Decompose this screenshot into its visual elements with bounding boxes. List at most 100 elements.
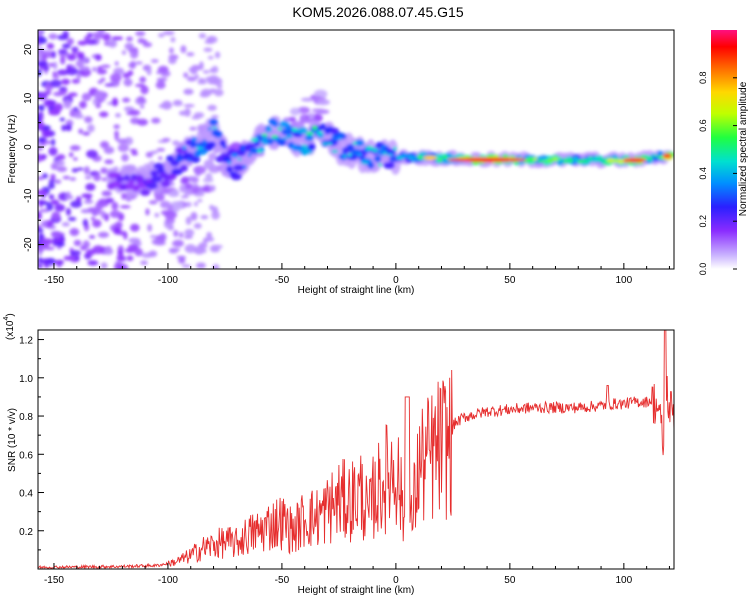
- heatmap-noise: [92, 32, 104, 37]
- heatmap-noise: [70, 200, 82, 208]
- heatmap-noise: [168, 57, 177, 65]
- heatmap-noise: [102, 33, 111, 42]
- heatmap-noise: [129, 49, 139, 59]
- heatmap-peak: [662, 153, 672, 159]
- heatmap-core: [613, 159, 618, 163]
- heatmap-core: [210, 126, 219, 130]
- heatmap-noise: [126, 255, 134, 262]
- heatmap-noise: [119, 205, 131, 209]
- heatmap-noise: [190, 211, 198, 221]
- heatmap-noise: [142, 42, 153, 48]
- heatmap-ridge: [319, 123, 326, 131]
- heatmap-noise: [38, 264, 43, 269]
- heatmap-noise: [139, 76, 147, 83]
- heatmap-noise: [67, 216, 77, 222]
- heatmap-ridge: [346, 144, 355, 152]
- heatmap-noise: [159, 200, 171, 209]
- heatmap-streak: [181, 176, 190, 184]
- heatmap-noise: [211, 65, 219, 74]
- heatmap-noise: [54, 203, 66, 212]
- heatmap-noise: [113, 124, 120, 130]
- heatmap-ridge: [373, 155, 382, 163]
- heatmap-core: [563, 158, 568, 164]
- heatmap-noise: [104, 83, 115, 87]
- heatmap-core: [182, 145, 187, 150]
- colorbar: 0.0 0.2 0.4 0.6 0.8 Normalized spectral ampl…: [698, 30, 749, 275]
- heatmap-core: [407, 155, 413, 160]
- heatmap-noise: [123, 78, 133, 87]
- heatmap-noise: [87, 207, 99, 212]
- heatmap-noise: [200, 88, 213, 97]
- heatmap-noise: [38, 250, 43, 256]
- heatmap-streak: [193, 165, 207, 175]
- heatmap-ridge: [182, 152, 194, 160]
- heatmap-noise: [38, 30, 42, 37]
- heatmap-noise: [115, 36, 123, 41]
- heatmap-core: [242, 164, 247, 169]
- heatmap-noise: [101, 190, 112, 197]
- heatmap-noise: [72, 157, 78, 161]
- heatmap-noise: [207, 104, 217, 111]
- heatmap-ridge: [226, 165, 233, 173]
- heatmap-noise: [99, 141, 110, 149]
- heatmap-noise: [38, 115, 42, 124]
- colorbar-tick-label: 0.2: [698, 215, 708, 228]
- heatmap-core: [305, 131, 314, 136]
- heatmap-noise: [126, 36, 134, 42]
- heatmap-core: [597, 157, 604, 162]
- figure-title: KOM5.2026.088.07.45.G15: [292, 4, 463, 20]
- heatmap-noise: [38, 142, 42, 147]
- heatmap-noise: [75, 59, 85, 68]
- heatmap-noise: [117, 249, 124, 257]
- colorbar-tick-label: 0.6: [698, 119, 708, 132]
- heatmap-noise: [213, 88, 224, 97]
- heatmap-noise: [110, 73, 122, 83]
- heatmap-noise: [74, 114, 85, 119]
- snr-scale-exp: 4: [3, 317, 10, 321]
- heatmap-noise: [198, 33, 207, 39]
- heatmap-noise: [146, 67, 152, 76]
- heatmap-ridge: [146, 182, 158, 190]
- heatmap-noise: [38, 227, 44, 233]
- snr-ytick-label: 1.0: [19, 374, 33, 385]
- heatmap-core: [281, 137, 288, 140]
- heatmap-streak: [164, 210, 178, 219]
- heatmap-noise: [71, 78, 81, 84]
- heatmap-ridge: [208, 118, 219, 126]
- heatmap-noise: [62, 175, 71, 180]
- heatmap-noise: [65, 207, 72, 216]
- heatmap-streak: [209, 184, 216, 192]
- heatmap-core: [386, 153, 394, 157]
- heatmap-noise: [197, 199, 203, 203]
- heatmap-noise: [97, 66, 103, 70]
- heatmap-core: [526, 156, 535, 162]
- heatmap-noise: [155, 81, 166, 90]
- heatmap-noise: [201, 249, 207, 253]
- heatmap-noise: [79, 68, 92, 77]
- snr-xtick-label: -150: [44, 575, 64, 586]
- heatmap-core: [393, 146, 397, 151]
- heatmap-streak: [172, 204, 180, 213]
- heatmap-noise: [186, 52, 195, 57]
- heatmap-noise: [183, 72, 189, 78]
- heatmap-noise: [74, 255, 80, 261]
- heatmap-core: [257, 149, 263, 154]
- heatmap-noise: [59, 117, 66, 122]
- heatmap-noise: [121, 97, 131, 103]
- heatmap-noise: [140, 260, 148, 266]
- heatmap-noise: [172, 101, 183, 107]
- heatmap-noise: [113, 81, 120, 86]
- heatmap-noise: [68, 92, 78, 97]
- heatmap-core: [360, 161, 369, 165]
- heatmap-core: [207, 127, 211, 131]
- heatmap-streak: [289, 117, 296, 123]
- heatmap-noise: [111, 201, 119, 211]
- snr-frame: [37, 329, 675, 570]
- heatmap-noise: [43, 99, 55, 108]
- heatmap-noise: [127, 243, 139, 251]
- heatmap-streak: [191, 187, 199, 194]
- heatmap-ridge: [657, 150, 664, 157]
- heatmap-noise: [48, 179, 57, 183]
- heatmap-noise: [180, 45, 187, 54]
- heatmap-noise: [104, 159, 114, 165]
